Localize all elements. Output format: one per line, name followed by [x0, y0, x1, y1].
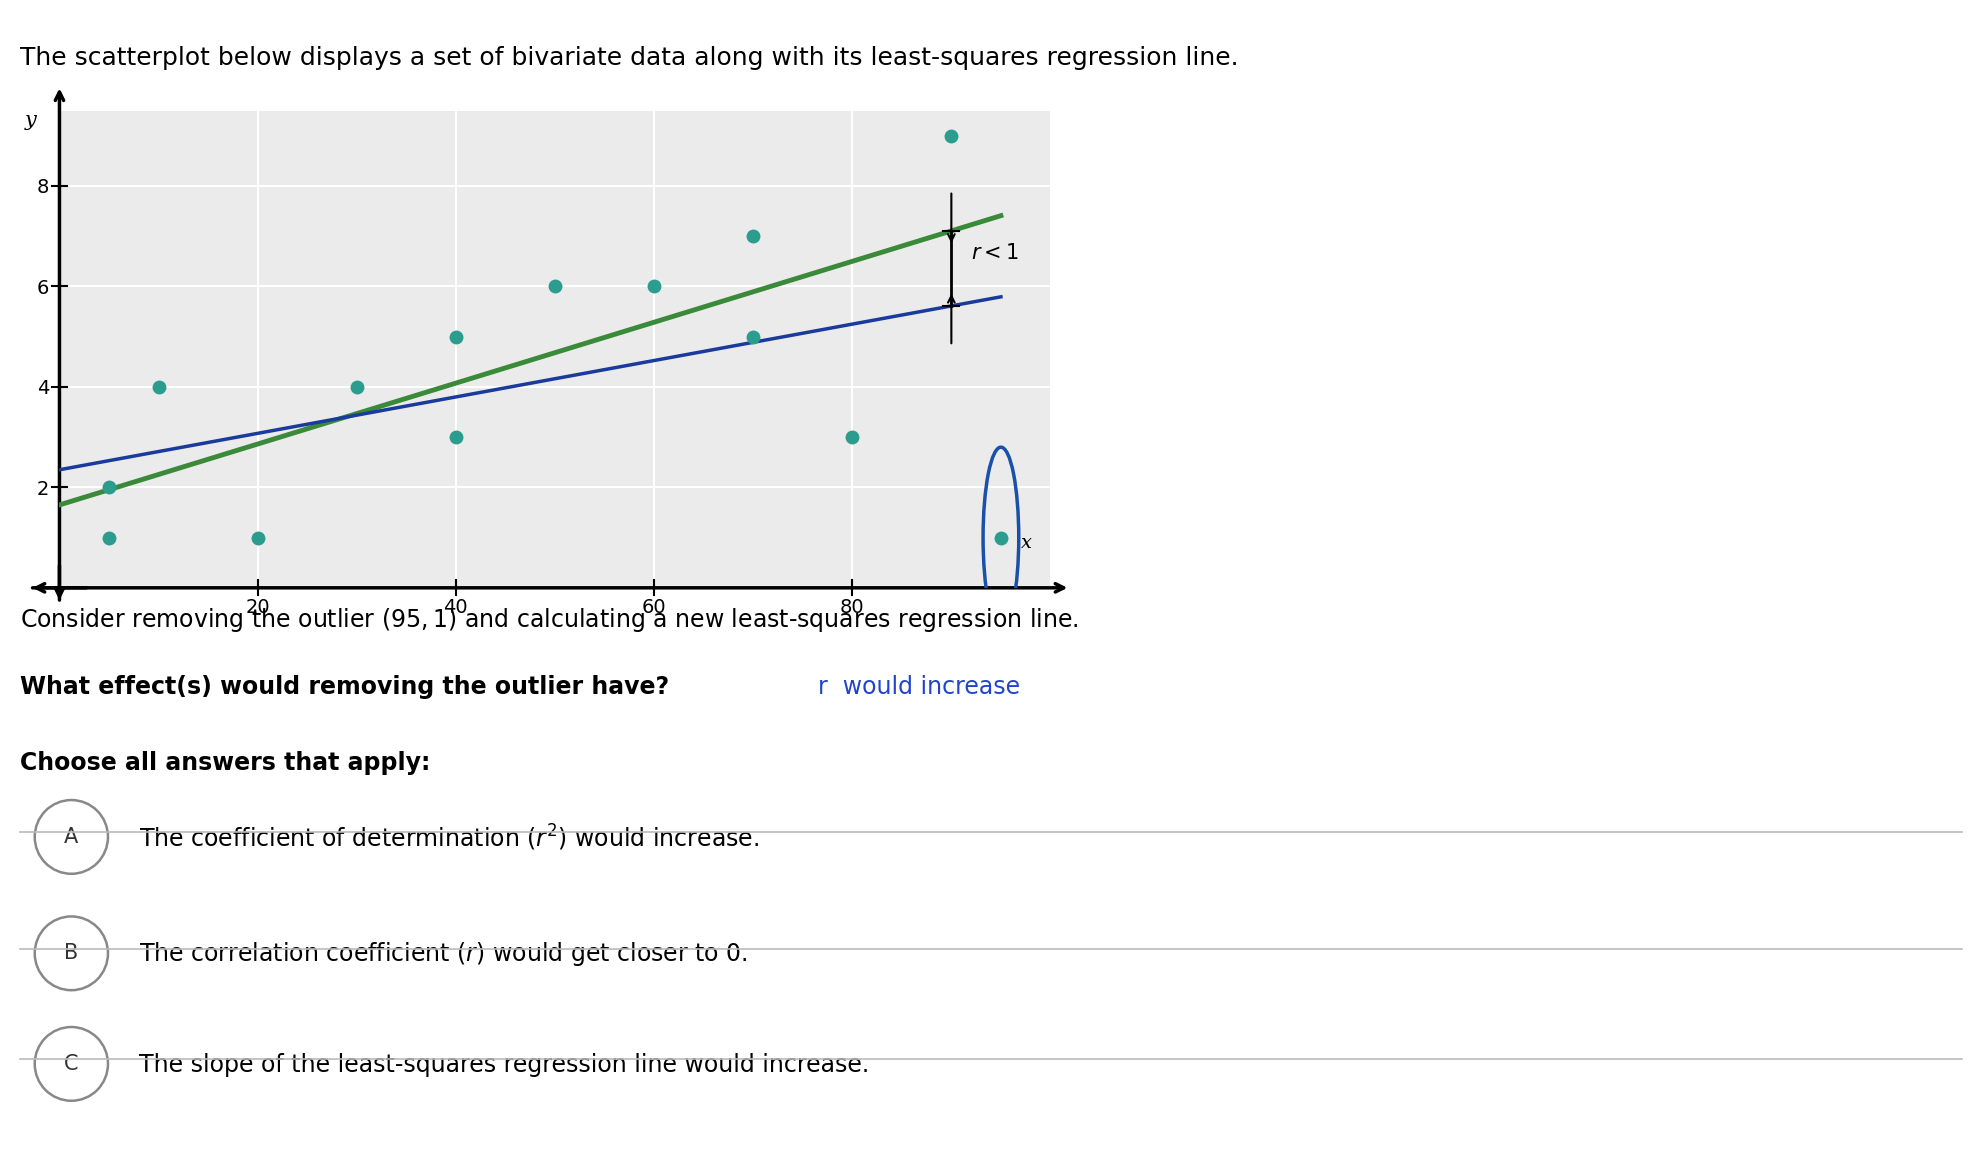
- Text: What effect(s) would removing the outlier have?: What effect(s) would removing the outlie…: [20, 675, 670, 700]
- Text: x: x: [1021, 533, 1033, 552]
- Text: $r < 1$: $r < 1$: [971, 243, 1019, 263]
- Text: The scatterplot below displays a set of bivariate data along with its least-squa: The scatterplot below displays a set of …: [20, 47, 1239, 70]
- Text: The correlation coefficient $(r)$ would get closer to $0$.: The correlation coefficient $(r)$ would …: [139, 941, 747, 968]
- Text: r  would increase: r would increase: [819, 675, 1021, 700]
- Text: Choose all answers that apply:: Choose all answers that apply:: [20, 751, 430, 775]
- Text: C: C: [63, 1053, 79, 1074]
- Text: The slope of the least-squares regression line would increase.: The slope of the least-squares regressio…: [139, 1053, 868, 1077]
- Text: B: B: [63, 943, 79, 964]
- Text: A: A: [63, 826, 79, 847]
- Text: y: y: [24, 111, 36, 130]
- Text: Consider removing the outlier $(95, 1)$ and calculating a new least-squares regr: Consider removing the outlier $(95, 1)$ …: [20, 605, 1078, 634]
- Text: The coefficient of determination $(r^2)$ would increase.: The coefficient of determination $(r^2)$…: [139, 823, 759, 853]
